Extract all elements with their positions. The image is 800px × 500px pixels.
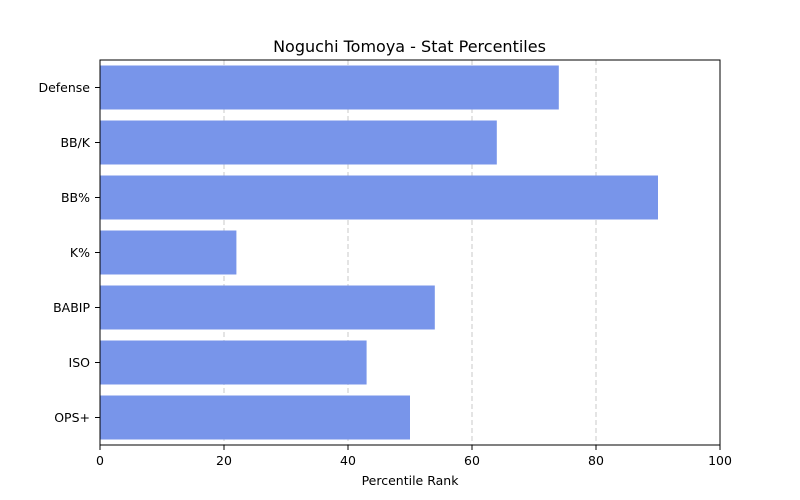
- x-tick-label: 20: [216, 453, 232, 468]
- y-tick-label: BABIP: [53, 300, 90, 315]
- x-tick-label: 40: [340, 453, 356, 468]
- y-tick-label: BB/K: [60, 135, 90, 150]
- chart-title: Noguchi Tomoya - Stat Percentiles: [273, 37, 546, 56]
- y-tick-label: BB%: [61, 190, 90, 205]
- x-axis-ticks: 0 20 40 60 80 100: [96, 445, 732, 468]
- x-tick-label: 80: [588, 453, 604, 468]
- grid-lines: [223, 60, 597, 445]
- x-tick-label: 60: [464, 453, 480, 468]
- y-tick-label: Defense: [38, 80, 90, 95]
- x-tick-label: 100: [708, 453, 732, 468]
- bar-babip: [100, 285, 435, 330]
- y-axis-ticks: Defense BB/K BB% K% BABIP ISO OPS+: [38, 80, 100, 425]
- bar-k-: [100, 230, 237, 275]
- x-axis-label: Percentile Rank: [362, 473, 460, 488]
- y-tick-label: OPS+: [54, 410, 90, 425]
- bar-ops-: [100, 395, 410, 440]
- bars: [100, 65, 658, 440]
- bar-defense: [100, 65, 559, 110]
- y-tick-label: ISO: [69, 355, 91, 370]
- bar-bb-: [100, 175, 658, 220]
- bar-bb-k: [100, 120, 497, 165]
- x-tick-label: 0: [96, 453, 104, 468]
- y-tick-label: K%: [70, 245, 90, 260]
- bar-iso: [100, 340, 367, 385]
